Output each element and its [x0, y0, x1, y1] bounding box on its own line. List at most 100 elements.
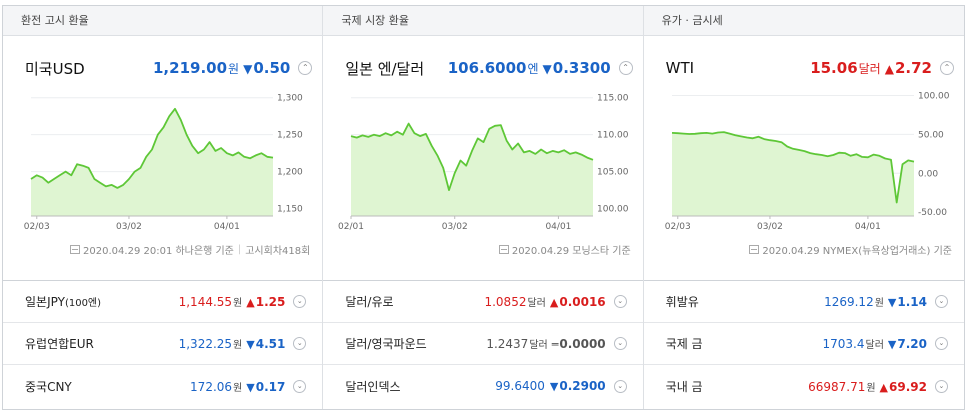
source-info: 2020.04.29 모닝스타 기준 — [498, 242, 631, 257]
main-quote: 미국USD 1,219.00 원 ▼0.50 ⌃ 1,300 1,250 1,200… — [3, 36, 323, 281]
column-international-exchange: 국제 시장 환율 일본 엔/달러 106.6000 엔 ▼0.3300 ⌃ 11… — [323, 6, 644, 409]
y-tick-label: 50.00 — [918, 130, 944, 140]
price-chart: 1,300 1,250 1,200 1,150 02/03 03/02 04/01 — [24, 94, 303, 232]
list-item[interactable]: 일본JPY(100엔) 1,144.55 원 ▲1.25 ⌄ — [3, 281, 323, 323]
row-value-group: 1,144.55 원 ▲1.25 — [179, 294, 286, 309]
column-header[interactable]: 유가 · 금시세 — [643, 6, 964, 36]
row-name-sub: (100엔) — [64, 298, 102, 309]
quote-change: ▼0.3300 — [543, 59, 611, 77]
row-value-group: 1703.4 달러 ▼7.20 — [823, 336, 927, 351]
x-tick-label: 02/03 — [24, 222, 50, 232]
row-value-group: 172.06 원 ▼0.17 — [190, 379, 285, 394]
series-line — [351, 122, 594, 191]
list-item[interactable]: 달러/유로 1.0852 달러 ▲0.0016 ⌄ — [323, 281, 643, 323]
list-item[interactable]: 국제 금 1703.4 달러 ▼7.20 ⌄ — [643, 323, 964, 365]
list-item[interactable]: 유럽연합EUR 1,322.25 원 ▼4.51 ⌄ — [3, 323, 323, 365]
row-unit: 원 — [233, 340, 243, 351]
source-text: 2020.04.29 20:01 하나은행 기준 — [83, 246, 234, 257]
down-arrow-icon: ▼ — [542, 62, 552, 76]
expand-chevron-icon[interactable]: ⌄ — [934, 379, 948, 393]
row-name: 달러인덱스 — [345, 379, 401, 394]
expand-chevron-icon[interactable]: ⌄ — [293, 379, 307, 393]
row-value-group: 1269.12 원 ▼1.14 — [824, 294, 927, 309]
row-name: 휘발유 — [665, 295, 699, 309]
quote-name[interactable]: 일본 엔/달러 — [345, 59, 425, 78]
row-value-group: 66987.71 원 ▲69.92 — [808, 379, 927, 394]
collapse-chevron-icon[interactable]: ⌃ — [298, 61, 313, 75]
quote-change-value: 2.72 — [894, 59, 932, 77]
list-item[interactable]: 국내 금 66987.71 원 ▲69.92 ⌄ — [644, 365, 964, 407]
quote-price: 15.06 — [810, 59, 858, 77]
down-arrow-icon: ▼ — [549, 380, 559, 393]
row-value-group: 99.6400 ▼0.2900 — [495, 379, 605, 393]
row-value-group: 1.0852 달러 ▲0.0016 — [484, 294, 605, 309]
list-item[interactable]: 중국CNY 172.06 원 ▼0.17 ⌄ — [3, 365, 322, 407]
x-tick-label: 04/01 — [855, 222, 881, 232]
row-name: 유럽연합EUR — [25, 337, 94, 351]
quote-unit: 원 — [228, 62, 240, 76]
up-arrow-icon: ▲ — [879, 380, 889, 394]
row-name: 달러/유로 — [345, 295, 394, 309]
row-change: ▼4.51 — [246, 337, 286, 351]
x-tick-label: 04/01 — [214, 222, 240, 232]
source-info: 2020.04.29 20:01 하나은행 기준 | 고시회차418회 — [70, 242, 310, 257]
quote-title-row: WTI 15.06 달러 ▲2.72 ⌃ — [666, 56, 954, 80]
exchange-widget: 환전 고시 환율 미국USD 1,219.00 원 ▼0.50 ⌃ 1,300 1… — [2, 5, 965, 410]
quote-change-value: 0.50 — [253, 59, 291, 77]
series-area — [671, 132, 914, 216]
source-icon — [498, 245, 509, 254]
expand-chevron-icon[interactable]: ⌄ — [613, 337, 627, 350]
expand-chevron-icon[interactable]: ⌄ — [934, 295, 948, 308]
row-price: 66987.71 — [808, 379, 866, 394]
quote-price: 106.6000 — [447, 59, 527, 77]
column-header[interactable]: 환전 고시 환율 — [3, 6, 323, 36]
list-item[interactable]: 휘발유 1269.12 원 ▼1.14 ⌄ — [643, 281, 964, 323]
column-header[interactable]: 국제 시장 환율 — [323, 6, 643, 36]
row-change: ═0.0000 — [551, 337, 606, 351]
row-price: 1269.12 — [824, 295, 874, 309]
list-item[interactable]: 달러인덱스 99.6400 ▼0.2900 ⌄ — [323, 365, 642, 407]
down-arrow-icon: ▼ — [243, 62, 253, 76]
row-name: 달러/영국파운드 — [345, 337, 427, 351]
row-price: 172.06 — [190, 379, 233, 394]
row-price: 99.6400 — [495, 379, 545, 393]
expand-chevron-icon[interactable]: ⌄ — [613, 379, 627, 393]
quote-list: 달러/유로 1.0852 달러 ▲0.0016 ⌄ 달러/영국파운드 1.243… — [323, 281, 643, 407]
quote-unit: 달러 — [858, 62, 881, 76]
row-name: 일본JPY(100엔) — [25, 295, 102, 309]
source-text: 2020.04.29 모닝스타 기준 — [511, 246, 631, 257]
source-icon — [749, 245, 760, 254]
down-arrow-icon: ▼ — [887, 338, 897, 351]
source-info: 2020.04.29 NYMEX(뉴욕상업거래소) 기준 — [749, 242, 952, 257]
quote-title-row: 일본 엔/달러 106.6000 엔 ▼0.3300 ⌃ — [345, 56, 633, 80]
row-price: 1.2437 — [486, 337, 529, 351]
x-tick-label: 03/02 — [757, 222, 783, 232]
y-tick-label: 105.00 — [597, 168, 629, 178]
row-change: ▼1.14 — [887, 295, 927, 309]
main-quote: 일본 엔/달러 106.6000 엔 ▼0.3300 ⌃ 115.00 110.0… — [323, 36, 643, 281]
expand-chevron-icon[interactable]: ⌄ — [934, 337, 948, 350]
quote-unit: 엔 — [527, 62, 539, 76]
up-arrow-icon: ▲ — [246, 296, 255, 309]
collapse-chevron-icon[interactable]: ⌃ — [618, 61, 633, 75]
row-change: ▲0.0016 — [549, 295, 606, 309]
expand-chevron-icon[interactable]: ⌄ — [293, 337, 307, 350]
y-tick-label: -50.00 — [918, 208, 947, 218]
notice-round: 고시회차418회 — [245, 246, 311, 257]
series-area — [351, 123, 594, 216]
row-change: ▼0.17 — [246, 379, 286, 394]
expand-chevron-icon[interactable]: ⌄ — [293, 295, 307, 308]
y-tick-label: 1,300 — [277, 94, 303, 104]
expand-chevron-icon[interactable]: ⌄ — [613, 295, 627, 308]
x-tick-label: 03/02 — [116, 222, 142, 232]
y-tick-label: 1,200 — [277, 168, 303, 178]
list-item[interactable]: 달러/영국파운드 1.2437 달러 ═0.0000 ⌄ — [323, 323, 643, 365]
down-arrow-icon: ▼ — [246, 338, 255, 351]
collapse-chevron-icon[interactable]: ⌃ — [939, 61, 954, 75]
quote-price: 1,219.00 — [153, 59, 228, 77]
quote-change: ▲2.72 — [885, 59, 932, 77]
quote-name[interactable]: WTI — [665, 59, 695, 77]
row-value-group: 1.2437 달러 ═0.0000 — [486, 336, 605, 351]
quote-change-value: 0.3300 — [552, 59, 611, 77]
quote-name[interactable]: 미국USD — [25, 59, 85, 78]
